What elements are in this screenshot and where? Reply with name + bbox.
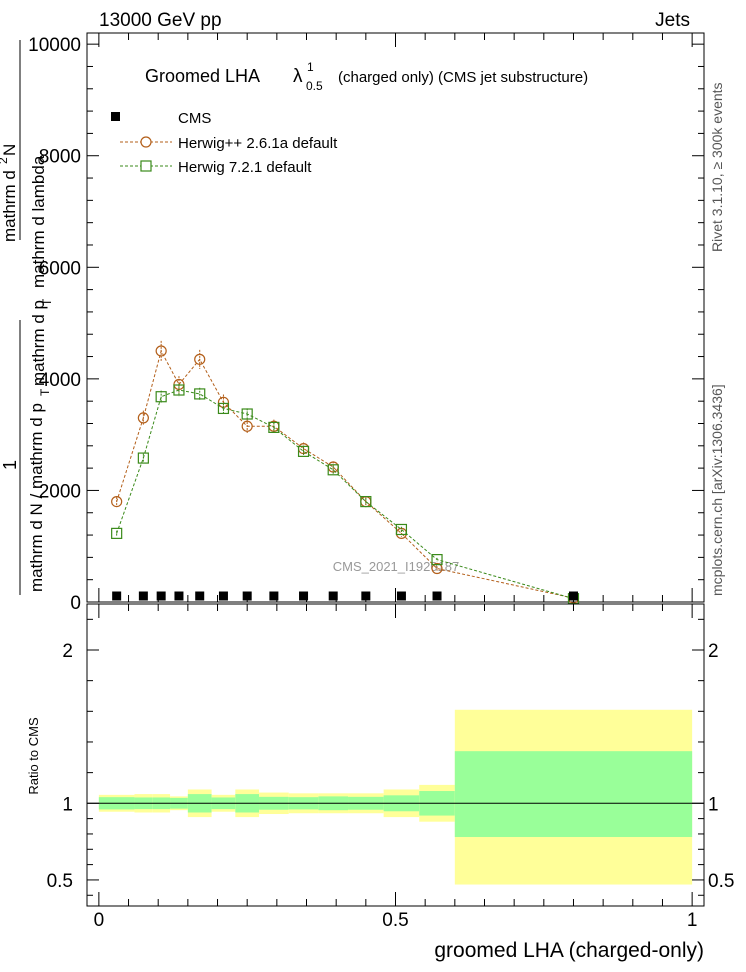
y-label-num-a: mathrm d N / mathrm d p bbox=[27, 403, 46, 592]
ratio-y-tick-label-right: 2 bbox=[708, 641, 719, 662]
cms-point bbox=[269, 591, 279, 601]
y-label-den-b: mathrm d lambda bbox=[29, 155, 48, 288]
cms-point bbox=[174, 591, 184, 601]
herwigpp-point bbox=[194, 353, 206, 365]
y-label-one: 1 bbox=[0, 460, 20, 470]
main-y-tick-label: 6000 bbox=[39, 258, 81, 279]
y-label-num-a-sub: T bbox=[38, 388, 52, 396]
legend-label-hpp: Herwig++ 2.6.1a default bbox=[178, 135, 338, 152]
herwig7-point bbox=[327, 464, 339, 476]
cms-point bbox=[299, 591, 309, 601]
legend-label-cms: CMS bbox=[178, 110, 211, 127]
analysis-watermark: CMS_2021_I1920187 bbox=[333, 559, 460, 574]
ratio-x-tick-label: 0.5 bbox=[382, 910, 408, 931]
ratio-x-tick-label: 0 bbox=[94, 910, 105, 931]
main-y-label: 1 mathrm d N / mathrm d p T mathrm d 2 N… bbox=[0, 40, 54, 595]
herwig7-point bbox=[297, 445, 310, 457]
main-y-tick-label: 8000 bbox=[39, 147, 81, 168]
ratio-x-axis: 0 0.5 1 bbox=[94, 604, 698, 931]
herwigpp-point bbox=[111, 495, 123, 508]
herwig7-point bbox=[137, 452, 149, 464]
main-y-axis: 0 2000 4000 6000 8000 10000 bbox=[28, 35, 704, 614]
y-label-num-b: mathrm d bbox=[0, 170, 19, 242]
header-energy: 13000 GeV pp bbox=[99, 10, 222, 31]
header-process: Jets bbox=[655, 10, 690, 31]
herwigpp-point bbox=[431, 562, 443, 575]
x-axis-label: groomed LHA (charged-only) bbox=[434, 939, 704, 962]
cms-point bbox=[361, 591, 371, 601]
herwig7-point bbox=[155, 391, 167, 403]
ratio-y-axis: 0.5 0.5 1 1 2 2 bbox=[47, 618, 734, 896]
herwig7-point bbox=[395, 523, 408, 536]
main-y-tick-label: 0 bbox=[70, 593, 81, 614]
y-label-num-b-sup: 2 bbox=[0, 157, 10, 164]
title-main: Groomed LHA bbox=[145, 66, 260, 86]
ratio-y-tick-label: 2 bbox=[62, 641, 73, 662]
herwigpp-point bbox=[155, 345, 167, 357]
ratio-x-tick-label: 1 bbox=[687, 910, 698, 931]
side-label-mcplots: mcplots.cern.ch [arXiv:1306.3436] bbox=[709, 384, 725, 596]
herwig7-point bbox=[194, 388, 206, 400]
series-cms bbox=[112, 591, 578, 601]
herwig7-point bbox=[431, 554, 443, 566]
series-line bbox=[116, 349, 574, 599]
y-label-den-a-sub: T bbox=[40, 298, 54, 306]
legend-cms-marker bbox=[111, 112, 120, 121]
herwig7-point bbox=[241, 408, 253, 420]
herwig7-point bbox=[111, 527, 123, 539]
cms-point bbox=[396, 591, 406, 601]
y-label-den-a: mathrm d p bbox=[29, 300, 48, 386]
ratio-inner-band bbox=[454, 751, 693, 838]
series-herwig7 bbox=[111, 383, 580, 605]
herwig7-point bbox=[360, 495, 372, 508]
side-label-rivet: Rivet 3.1.10, ≥ 300k events bbox=[709, 82, 725, 252]
cms-point bbox=[432, 591, 442, 601]
ratio-y-label: Ratio to CMS bbox=[26, 717, 41, 795]
ratio-y-tick-label: 1 bbox=[62, 794, 73, 815]
ratio-y-tick-label: 0.5 bbox=[47, 871, 73, 892]
plot-title: Groomed LHA λ 1 0.5 (charged only) (CMS … bbox=[145, 60, 588, 93]
main-y-tick-label: 4000 bbox=[39, 370, 81, 391]
cms-point bbox=[568, 591, 578, 601]
herwigpp-point bbox=[137, 412, 149, 424]
cms-point bbox=[156, 591, 166, 601]
cms-point bbox=[195, 591, 205, 601]
title-suffix: (charged only) (CMS jet substructure) bbox=[338, 69, 588, 86]
ratio-y-tick-label-right: 1 bbox=[708, 794, 719, 815]
legend: CMS Herwig++ 2.6.1a default Herwig 7.2.1… bbox=[111, 110, 338, 176]
legend-h7-marker bbox=[140, 160, 152, 172]
series-line bbox=[116, 389, 574, 600]
title-lambda-sub: 0.5 bbox=[306, 79, 323, 93]
ratio-y-tick-label-right: 0.5 bbox=[708, 871, 734, 892]
herwig7-point bbox=[173, 384, 185, 396]
ratio-bands bbox=[98, 709, 693, 885]
main-y-tick-label: 10000 bbox=[28, 35, 81, 56]
legend-hpp-marker bbox=[140, 136, 152, 148]
title-lambda-sup: 1 bbox=[307, 60, 314, 74]
herwigpp-point bbox=[241, 420, 253, 432]
cms-point bbox=[112, 591, 122, 601]
y-label-num-c: N bbox=[0, 144, 19, 156]
cms-point bbox=[218, 591, 228, 601]
cms-point bbox=[328, 591, 338, 601]
title-lambda: λ bbox=[293, 66, 303, 87]
herwig7-point bbox=[268, 421, 280, 433]
cms-point bbox=[242, 591, 252, 601]
herwig7-point bbox=[217, 402, 230, 415]
main-y-tick-label: 2000 bbox=[39, 481, 81, 502]
legend-label-h7: Herwig 7.2.1 default bbox=[178, 159, 312, 176]
cms-point bbox=[138, 591, 148, 601]
